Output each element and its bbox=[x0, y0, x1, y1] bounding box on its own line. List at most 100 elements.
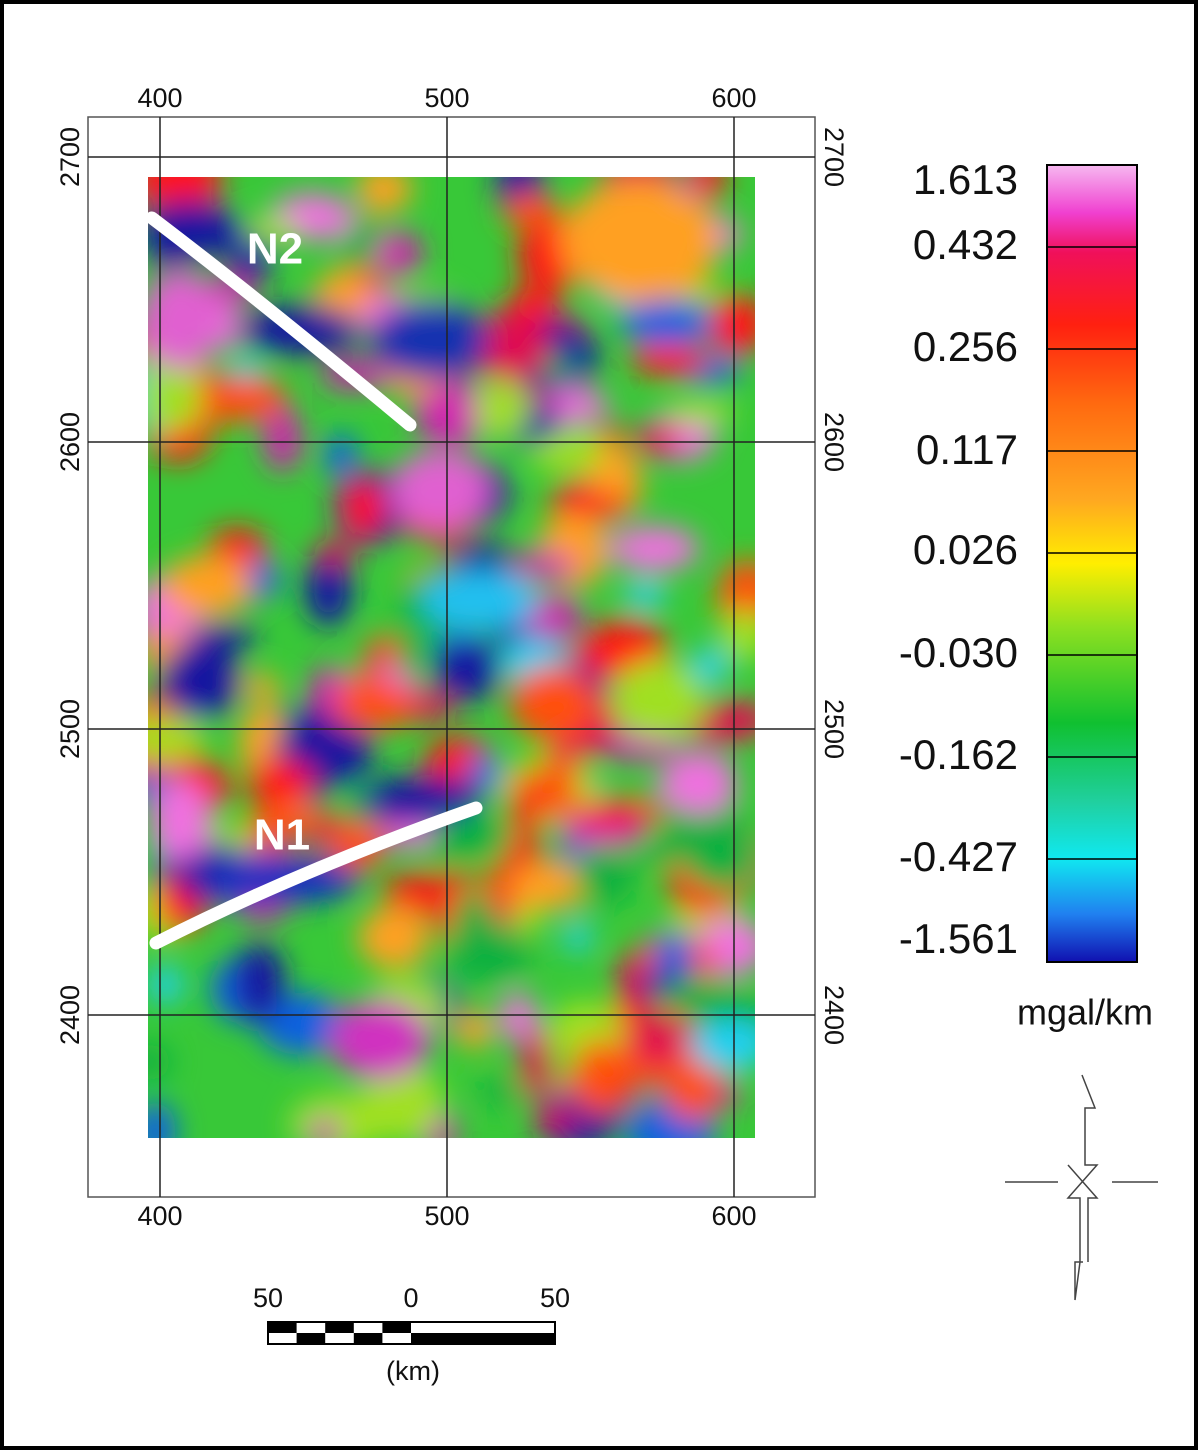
anomaly bbox=[721, 608, 755, 662]
anomaly bbox=[390, 450, 490, 530]
anomaly bbox=[243, 673, 278, 699]
colorbar bbox=[1046, 164, 1138, 963]
anomaly bbox=[538, 745, 578, 822]
x-tick-label: 400 bbox=[137, 83, 182, 113]
anomaly bbox=[148, 200, 240, 260]
annotation: N2 bbox=[247, 225, 303, 274]
y-tick-label: 2700 bbox=[819, 127, 849, 187]
colorbar-label: -0.162 bbox=[899, 731, 1018, 778]
anomaly bbox=[574, 1038, 619, 1116]
anomaly bbox=[160, 640, 240, 720]
anomaly bbox=[665, 398, 735, 425]
anomaly bbox=[358, 906, 430, 969]
anomaly bbox=[324, 433, 358, 478]
y-tick-label: 2400 bbox=[819, 985, 849, 1045]
lineament-n1 bbox=[149, 801, 483, 950]
anomaly bbox=[529, 430, 606, 473]
anomaly bbox=[248, 800, 294, 851]
anomaly bbox=[544, 356, 573, 384]
anomaly bbox=[563, 921, 592, 953]
anomaly bbox=[519, 1025, 550, 1101]
anomaly bbox=[359, 1063, 444, 1138]
anomaly bbox=[148, 366, 202, 433]
anomaly bbox=[663, 1050, 723, 1121]
colorbar-label: 0.117 bbox=[916, 426, 1018, 473]
anomaly bbox=[304, 550, 353, 628]
anomaly bbox=[681, 821, 755, 892]
scale-label: 50 bbox=[253, 1283, 283, 1313]
scale-unit: (km) bbox=[386, 1356, 440, 1386]
colorbar-label: -0.030 bbox=[899, 629, 1018, 676]
north-arrow bbox=[1005, 1074, 1158, 1301]
anomaly bbox=[333, 679, 417, 731]
anomaly bbox=[148, 966, 183, 1004]
anomaly bbox=[370, 300, 490, 380]
colorbar-label: -1.561 bbox=[899, 915, 1018, 962]
x-tick-label: 400 bbox=[137, 1201, 182, 1231]
scale-label: 50 bbox=[540, 1283, 570, 1313]
scale-bar: 50 0 50 bbox=[253, 1283, 570, 1345]
colorbar-label: -0.427 bbox=[899, 833, 1018, 880]
colorbar-label: 1.613 bbox=[913, 156, 1018, 203]
anomaly bbox=[148, 1101, 177, 1138]
colorbar-label: 0.026 bbox=[913, 526, 1018, 573]
anomaly bbox=[474, 379, 530, 439]
colorbar-unit: mgal/km bbox=[1017, 992, 1153, 1033]
anomaly bbox=[432, 641, 502, 702]
anomaly bbox=[499, 992, 537, 1042]
anomaly bbox=[502, 192, 559, 229]
anomaly bbox=[160, 555, 253, 617]
anomaly bbox=[330, 1000, 430, 1080]
colorbar-label: 0.432 bbox=[913, 221, 1018, 268]
anomaly bbox=[356, 177, 412, 213]
anomaly bbox=[245, 216, 301, 245]
anomaly bbox=[572, 845, 636, 906]
x-tick-label: 500 bbox=[424, 1201, 469, 1231]
grid: 400 400 500 500 600 600 2700 2700 2600 2600 2500 25… bbox=[55, 83, 849, 1231]
x-tick-label: 600 bbox=[711, 1201, 756, 1231]
anomaly bbox=[208, 527, 267, 568]
anomaly bbox=[560, 180, 720, 300]
anomaly bbox=[609, 526, 700, 571]
scale-bar-check bbox=[382, 1322, 411, 1333]
anomaly bbox=[309, 1118, 340, 1138]
anomaly bbox=[690, 1018, 755, 1072]
anomaly bbox=[285, 814, 345, 839]
anomaly bbox=[691, 648, 728, 684]
colorbar-label: 0.256 bbox=[913, 323, 1018, 370]
anomaly bbox=[705, 294, 755, 355]
anomaly bbox=[258, 993, 346, 1056]
anomaly bbox=[630, 343, 708, 377]
anomaly bbox=[148, 270, 220, 370]
anomaly bbox=[342, 478, 384, 539]
lineament-n2 bbox=[145, 211, 417, 432]
anomaly bbox=[660, 751, 737, 814]
scale-bar-solid bbox=[411, 1333, 555, 1344]
anomaly bbox=[364, 638, 402, 667]
scale-bar-check bbox=[325, 1322, 354, 1333]
anomaly bbox=[280, 705, 338, 768]
y-tick-label: 2500 bbox=[55, 699, 85, 759]
anomaly bbox=[456, 1010, 493, 1049]
anomaly bbox=[314, 539, 356, 565]
anomaly bbox=[611, 660, 704, 739]
map-frame bbox=[87, 116, 816, 1198]
anomaly bbox=[682, 708, 753, 744]
scale-bar-check bbox=[353, 1333, 383, 1344]
y-tick-label: 2500 bbox=[819, 699, 849, 759]
anomaly bbox=[420, 570, 540, 630]
anomaly bbox=[467, 750, 501, 795]
anomaly bbox=[476, 1078, 526, 1104]
y-tick-label: 2700 bbox=[55, 127, 85, 187]
anomaly bbox=[511, 768, 542, 846]
anomaly bbox=[373, 231, 423, 276]
scale-label: 0 bbox=[403, 1283, 418, 1313]
scale-bar-check bbox=[268, 1322, 297, 1333]
anomaly bbox=[430, 814, 516, 857]
anomaly bbox=[633, 425, 683, 456]
anomaly bbox=[383, 872, 456, 912]
anomaly bbox=[247, 758, 314, 807]
anomaly bbox=[509, 665, 597, 742]
x-tick-label: 600 bbox=[711, 83, 756, 113]
